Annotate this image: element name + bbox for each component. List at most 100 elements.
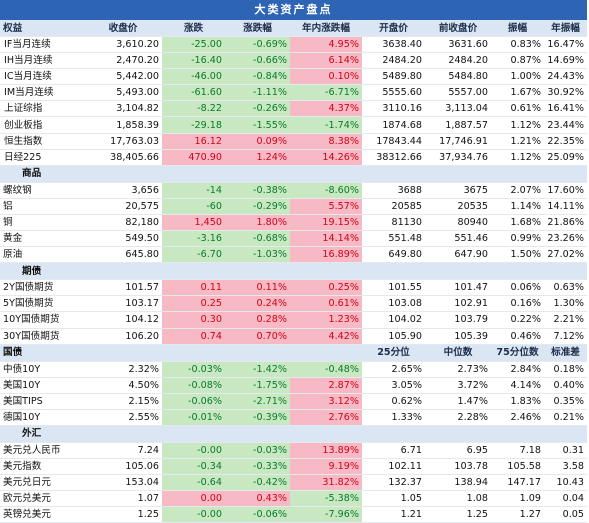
table-row: 30Y国债期货 106.20 0.74 0.70% 4.42% 105.90 105.39 0… xyxy=(0,328,587,345)
page-title: 大类资产盘点 xyxy=(0,0,587,20)
cell-chg: -0.06% xyxy=(162,393,225,410)
cell-amp: 4.14% xyxy=(491,377,544,394)
cell-ytd: 4.37% xyxy=(290,100,362,118)
asset-name: 英镑兑美元 xyxy=(0,506,84,523)
asset-name: 美国TIPS xyxy=(0,393,84,410)
table-row: 铜 82,180 1,450 1.80% 19.15% 81130 80940 1.68% 21… xyxy=(0,214,587,232)
section-header: 国债 25分位 中位数 75分位数 标准差 xyxy=(0,344,587,362)
cell-pct: 0.24% xyxy=(225,295,290,313)
cell-close: 106.20 xyxy=(84,328,162,345)
column-header: 前收盘价 xyxy=(425,20,491,37)
asset-name: 2Y国债期货 xyxy=(0,279,84,297)
asset-name: 螺纹钢 xyxy=(0,182,84,199)
cell-chg: -14 xyxy=(162,182,225,199)
cell-amp: 1.00% xyxy=(491,68,544,86)
cell-open: 105.90 xyxy=(362,328,425,345)
cell-pct: -1.03% xyxy=(225,246,290,264)
cell-chg: -0.00 xyxy=(162,442,225,460)
cell-pct: 0.09% xyxy=(225,133,290,150)
column-header: 标准差 xyxy=(544,344,587,362)
table-row: 铝 20,575 -60 -0.29% 5.57% 20585 20535 1.14% 14.1… xyxy=(0,198,587,215)
cell-ytd: 16.89% xyxy=(290,246,362,264)
cell-pct: -0.39% xyxy=(225,409,290,426)
asset-name: 美国10Y xyxy=(0,377,84,394)
cell-close: 104.12 xyxy=(84,311,162,329)
cell-open: 3.05% xyxy=(362,377,425,394)
cell-yamp: 27.02% xyxy=(544,246,587,264)
cell-close: 20,575 xyxy=(84,198,162,215)
cell-yamp: 23.26% xyxy=(544,230,587,248)
cell-yamp: 25.09% xyxy=(544,149,587,166)
cell-open: 1.21 xyxy=(362,506,425,523)
section-label: 期债 xyxy=(0,262,587,281)
cell-yamp: 0.40% xyxy=(544,377,587,394)
cell-amp: 1.12% xyxy=(491,149,544,166)
cell-prev: 105.39 xyxy=(425,328,491,345)
cell-ytd: 0.61% xyxy=(290,295,362,313)
column-header: 年内涨跌幅 xyxy=(290,20,362,37)
cell-open: 1.33% xyxy=(362,409,425,426)
cell-close: 5,493.00 xyxy=(84,84,162,102)
table-row: 中债10Y 2.32% -0.03% -1.42% -0.48% 2.65% 2.73% 2.… xyxy=(0,361,587,378)
cell-amp: 1.27 xyxy=(491,506,544,523)
cell-ytd: -0.48% xyxy=(290,361,362,378)
cell-close: 5,442.00 xyxy=(84,68,162,86)
cell-pct: -0.69% xyxy=(225,36,290,54)
cell-chg: -0.00 xyxy=(162,506,225,523)
cell-yamp: 10.43 xyxy=(544,474,587,492)
asset-name: 5Y国债期货 xyxy=(0,295,84,313)
section-header: 商品 xyxy=(0,165,587,183)
cell-amp: 1.21% xyxy=(491,133,544,150)
cell-chg: -0.08% xyxy=(162,377,225,394)
cell-open: 101.55 xyxy=(362,279,425,297)
section-header: 期债 xyxy=(0,262,587,281)
cell-close: 103.17 xyxy=(84,295,162,313)
cell-ytd: 31.82% xyxy=(290,474,362,492)
table-row: 德国10Y 2.55% -0.01% -0.39% 2.76% 1.33% 2.28% 2.4… xyxy=(0,409,587,426)
cell-ytd: 2.76% xyxy=(290,409,362,426)
cell-ytd: 6.14% xyxy=(290,52,362,70)
cell-yamp: 0.04 xyxy=(544,490,587,508)
cell-chg: -6.70 xyxy=(162,246,225,264)
cell-prev: 2484.20 xyxy=(425,52,491,70)
cell-chg: -0.03% xyxy=(162,361,225,378)
cell-chg: -0.34 xyxy=(162,458,225,476)
cell-amp: 7.18 xyxy=(491,442,544,460)
cell-amp: 1.68% xyxy=(491,214,544,232)
cell-chg: -60 xyxy=(162,198,225,215)
cell-prev: 2.73% xyxy=(425,361,491,378)
cell-ytd: 5.57% xyxy=(290,198,362,215)
column-header: 开盘价 xyxy=(362,20,425,37)
cell-prev: 37,934.76 xyxy=(425,149,491,166)
cell-close: 17,763.03 xyxy=(84,133,162,150)
cell-close: 101.57 xyxy=(84,279,162,297)
cell-amp: 0.16% xyxy=(491,295,544,313)
table-row: 上证综指 3,104.82 -8.22 -0.26% 4.37% 3110.16 3,113… xyxy=(0,100,587,118)
table-row: 美国TIPS 2.15% -0.06% -2.71% 3.12% 0.62% 1.47% 1.… xyxy=(0,393,587,410)
cell-open: 2484.20 xyxy=(362,52,425,70)
section-label: 外汇 xyxy=(0,425,587,443)
cell-prev: 3.72% xyxy=(425,377,491,394)
cell-open: 104.02 xyxy=(362,311,425,329)
cell-open: 103.08 xyxy=(362,295,425,313)
table-row: 欧元兑美元 1.07 0.00 0.43% -5.38% 1.05 1.08 1.09 0.04 xyxy=(0,490,587,508)
cell-open: 5489.80 xyxy=(362,68,425,86)
column-header: 25分位 xyxy=(362,344,425,362)
cell-amp: 1.50% xyxy=(491,246,544,264)
cell-prev: 5557.00 xyxy=(425,84,491,102)
data-table: 权益 收盘价 涨跌 涨跌幅 年内涨跌幅 开盘价 前收盘价 振幅 年振幅 IF当月连续 3,610.2… xyxy=(0,20,587,523)
cell-ytd: 2.87% xyxy=(290,377,362,394)
cell-pct: -1.55% xyxy=(225,116,290,134)
cell-yamp: 0.63% xyxy=(544,279,587,297)
asset-name: IH当月连续 xyxy=(0,52,84,70)
asset-name: 创业板指 xyxy=(0,116,84,134)
cell-amp: 2.07% xyxy=(491,182,544,199)
cell-amp: 1.12% xyxy=(491,116,544,134)
cell-prev: 2.28% xyxy=(425,409,491,426)
table-row: 日经225 38,405.66 470.90 1.24% 14.26% 38312.66 3… xyxy=(0,149,587,166)
cell-prev: 1.47% xyxy=(425,393,491,410)
cell-amp: 0.22% xyxy=(491,311,544,329)
cell-prev: 103.79 xyxy=(425,311,491,329)
cell-amp: 1.67% xyxy=(491,84,544,102)
cell-close: 1,858.39 xyxy=(84,116,162,134)
